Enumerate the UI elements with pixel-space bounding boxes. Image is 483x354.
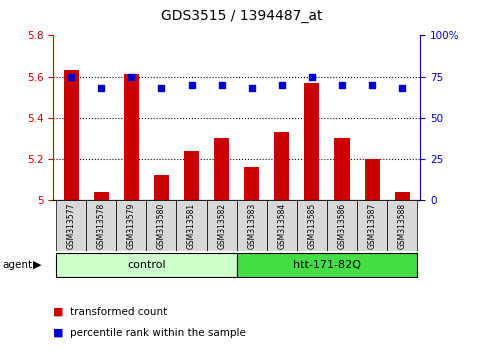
FancyBboxPatch shape bbox=[387, 200, 417, 251]
Bar bbox=[94, 192, 109, 200]
Text: GSM313578: GSM313578 bbox=[97, 202, 106, 249]
Text: GSM313577: GSM313577 bbox=[67, 202, 76, 249]
Point bbox=[368, 82, 376, 88]
Text: GSM313585: GSM313585 bbox=[307, 202, 316, 249]
Text: percentile rank within the sample: percentile rank within the sample bbox=[70, 328, 246, 338]
FancyBboxPatch shape bbox=[267, 200, 297, 251]
FancyBboxPatch shape bbox=[297, 200, 327, 251]
Point bbox=[398, 85, 406, 91]
FancyBboxPatch shape bbox=[146, 200, 176, 251]
Text: ■: ■ bbox=[53, 307, 64, 316]
Text: GSM313581: GSM313581 bbox=[187, 202, 196, 249]
FancyBboxPatch shape bbox=[207, 200, 237, 251]
Text: agent: agent bbox=[2, 259, 32, 270]
Bar bbox=[395, 192, 410, 200]
Bar bbox=[244, 167, 259, 200]
Text: GSM313579: GSM313579 bbox=[127, 202, 136, 249]
Bar bbox=[124, 74, 139, 200]
Text: GSM313583: GSM313583 bbox=[247, 202, 256, 249]
Bar bbox=[365, 159, 380, 200]
FancyBboxPatch shape bbox=[237, 200, 267, 251]
FancyBboxPatch shape bbox=[357, 200, 387, 251]
Point bbox=[188, 82, 196, 88]
FancyBboxPatch shape bbox=[176, 200, 207, 251]
Point bbox=[67, 74, 75, 79]
Text: GSM313582: GSM313582 bbox=[217, 202, 226, 249]
Bar bbox=[274, 132, 289, 200]
Text: htt-171-82Q: htt-171-82Q bbox=[293, 259, 361, 270]
Point bbox=[278, 82, 285, 88]
Point bbox=[157, 85, 165, 91]
Text: ▶: ▶ bbox=[33, 259, 42, 270]
Bar bbox=[214, 138, 229, 200]
Text: GSM313588: GSM313588 bbox=[398, 202, 407, 249]
Text: GSM313587: GSM313587 bbox=[368, 202, 377, 249]
Point bbox=[98, 85, 105, 91]
Text: ■: ■ bbox=[53, 328, 64, 338]
Bar bbox=[304, 83, 319, 200]
Bar bbox=[64, 70, 79, 200]
Text: GSM313584: GSM313584 bbox=[277, 202, 286, 249]
FancyBboxPatch shape bbox=[237, 253, 417, 276]
FancyBboxPatch shape bbox=[56, 200, 86, 251]
FancyBboxPatch shape bbox=[86, 200, 116, 251]
Text: GDS3515 / 1394487_at: GDS3515 / 1394487_at bbox=[161, 9, 322, 23]
Point bbox=[308, 74, 316, 79]
Text: GSM313586: GSM313586 bbox=[338, 202, 346, 249]
Point bbox=[248, 85, 256, 91]
Text: control: control bbox=[127, 259, 166, 270]
Point bbox=[128, 74, 135, 79]
Text: transformed count: transformed count bbox=[70, 307, 167, 316]
FancyBboxPatch shape bbox=[327, 200, 357, 251]
Text: GSM313580: GSM313580 bbox=[157, 202, 166, 249]
FancyBboxPatch shape bbox=[116, 200, 146, 251]
Bar bbox=[334, 138, 350, 200]
Bar bbox=[184, 150, 199, 200]
FancyBboxPatch shape bbox=[56, 253, 237, 276]
Point bbox=[218, 82, 226, 88]
Point bbox=[338, 82, 346, 88]
Bar bbox=[154, 175, 169, 200]
